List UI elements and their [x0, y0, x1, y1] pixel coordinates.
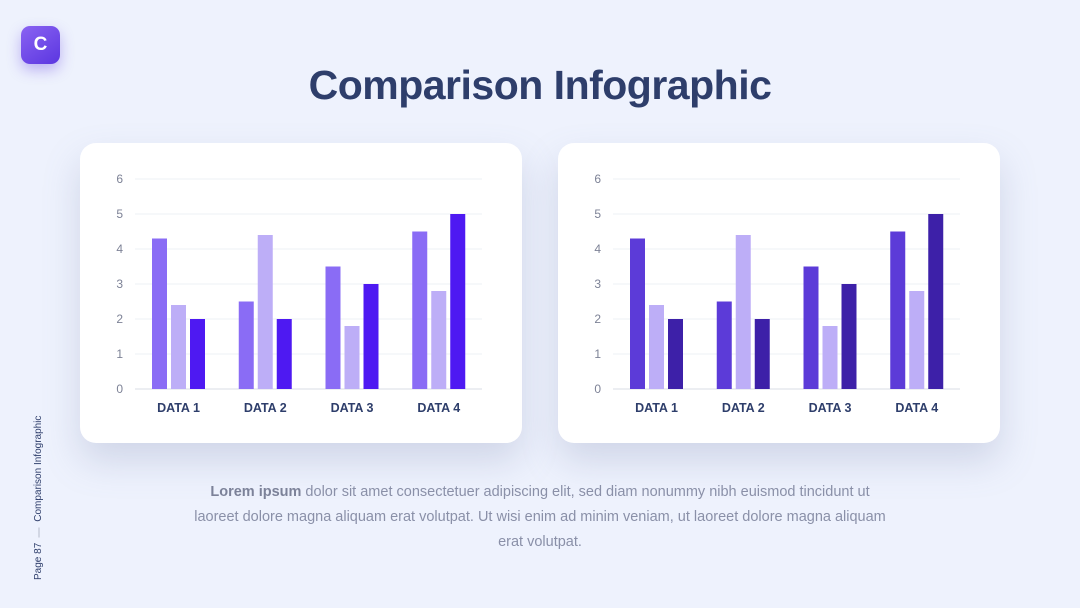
y-tick-label: 2: [594, 312, 601, 326]
x-category-label: DATA 4: [895, 401, 938, 415]
chart-card-left: 0 1 2 3 4 5 6 DATA 1 DATA 2 DATA 3 DATA 4: [80, 143, 522, 443]
y-tick-label: 1: [116, 347, 123, 361]
y-tick-label: 6: [594, 172, 601, 186]
bar: [841, 284, 857, 389]
body-lead: Lorem ipsum: [210, 484, 302, 500]
bar: [431, 291, 447, 389]
y-tick-label: 1: [594, 347, 601, 361]
page-number: Page 87: [33, 542, 44, 580]
bar: [412, 231, 428, 389]
bar: [803, 266, 819, 389]
bar: [668, 319, 683, 389]
y-tick-label: 6: [116, 172, 123, 186]
y-tick-label: 3: [116, 277, 123, 291]
x-category-label: DATA 2: [722, 401, 765, 415]
x-category-label: DATA 4: [417, 401, 460, 415]
body-paragraph: Lorem ipsum dolor sit amet consectetuer …: [190, 480, 890, 555]
y-tick-label: 5: [594, 207, 601, 221]
bar-chart-left: 0 1 2 3 4 5 6 DATA 1 DATA 2 DATA 3 DATA 4: [116, 172, 482, 415]
bar: [909, 291, 925, 389]
x-category-label: DATA 1: [635, 401, 678, 415]
bar: [238, 301, 254, 389]
y-tick-label: 3: [594, 277, 601, 291]
bar: [890, 231, 906, 389]
logo-letter: C: [33, 34, 48, 55]
bar: [450, 214, 466, 389]
bar: [190, 319, 205, 389]
bar: [171, 305, 186, 389]
page-title: Comparison Infographic: [308, 62, 772, 108]
y-tick-label: 4: [594, 242, 601, 256]
bar: [325, 266, 341, 389]
bar: [735, 235, 751, 389]
bar: [257, 235, 273, 389]
footer-divider: [38, 527, 39, 538]
y-tick-label: 0: [116, 382, 123, 396]
bar: [649, 305, 664, 389]
bar: [276, 319, 292, 389]
bar: [716, 301, 732, 389]
bar: [152, 238, 167, 389]
y-tick-label: 4: [116, 242, 123, 256]
bar: [630, 238, 645, 389]
brand-logo: C: [21, 26, 60, 64]
x-category-label: DATA 3: [331, 401, 374, 415]
bar: [754, 319, 770, 389]
bar-chart-right: 0 1 2 3 4 5 6 DATA 1 DATA 2 DATA 3 DATA 4: [594, 172, 960, 415]
bar: [363, 284, 379, 389]
x-category-label: DATA 3: [809, 401, 852, 415]
body-text: dolor sit amet consectetuer adipiscing e…: [194, 484, 886, 550]
x-category-label: DATA 2: [244, 401, 287, 415]
side-footer: Page 87 Comparison Infographic: [33, 416, 44, 580]
y-tick-label: 0: [594, 382, 601, 396]
x-category-label: DATA 1: [157, 401, 200, 415]
y-tick-label: 2: [116, 312, 123, 326]
bar: [822, 326, 838, 389]
y-tick-label: 5: [116, 207, 123, 221]
chart-card-right: 0 1 2 3 4 5 6 DATA 1 DATA 2 DATA 3 DATA 4: [558, 143, 1000, 443]
bar: [928, 214, 944, 389]
bar: [344, 326, 360, 389]
footer-label: Comparison Infographic: [33, 415, 44, 522]
